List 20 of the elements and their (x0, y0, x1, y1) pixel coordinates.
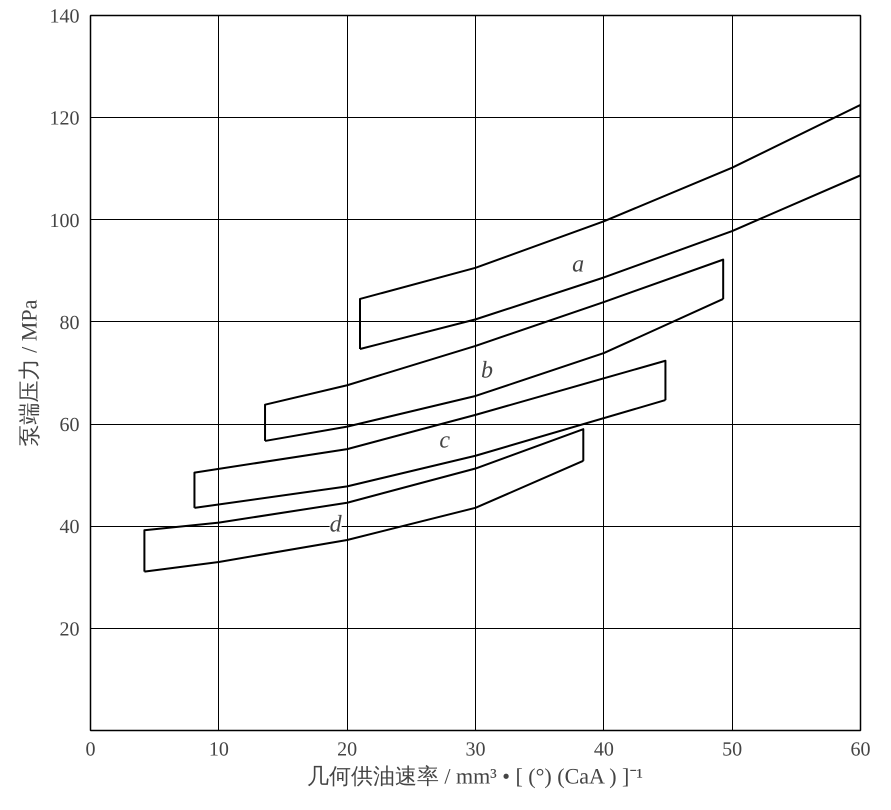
y-tick-label: 100 (50, 210, 80, 232)
annotation: b (481, 357, 494, 384)
y-tick-label: 60 (60, 414, 80, 436)
annotation: d (330, 512, 343, 538)
y-tick-label: 120 (50, 108, 80, 130)
x-tick-label: 40 (594, 738, 614, 760)
x-tick-label: 20 (337, 738, 358, 760)
x-tick-label: 0 (86, 738, 96, 760)
x-tick-label: 60 (850, 738, 870, 760)
y-tick-label: 20 (60, 618, 80, 640)
x-tick-label: 10 (208, 738, 229, 760)
x-axis-title: 几何供油速率 / mm³ • [ (°) (CaA ) ]⁻¹ (306, 764, 643, 788)
y-tick-label: 140 (50, 6, 80, 28)
y-tick-label: 40 (60, 516, 80, 538)
y-tick-label: 80 (60, 312, 80, 334)
x-tick-label: 50 (722, 738, 742, 760)
y-axis-title: 泵端压力 / MPa (16, 299, 42, 446)
x-tick-label: 30 (466, 738, 486, 760)
annotation: c (439, 427, 450, 454)
annotation: a (572, 252, 584, 278)
